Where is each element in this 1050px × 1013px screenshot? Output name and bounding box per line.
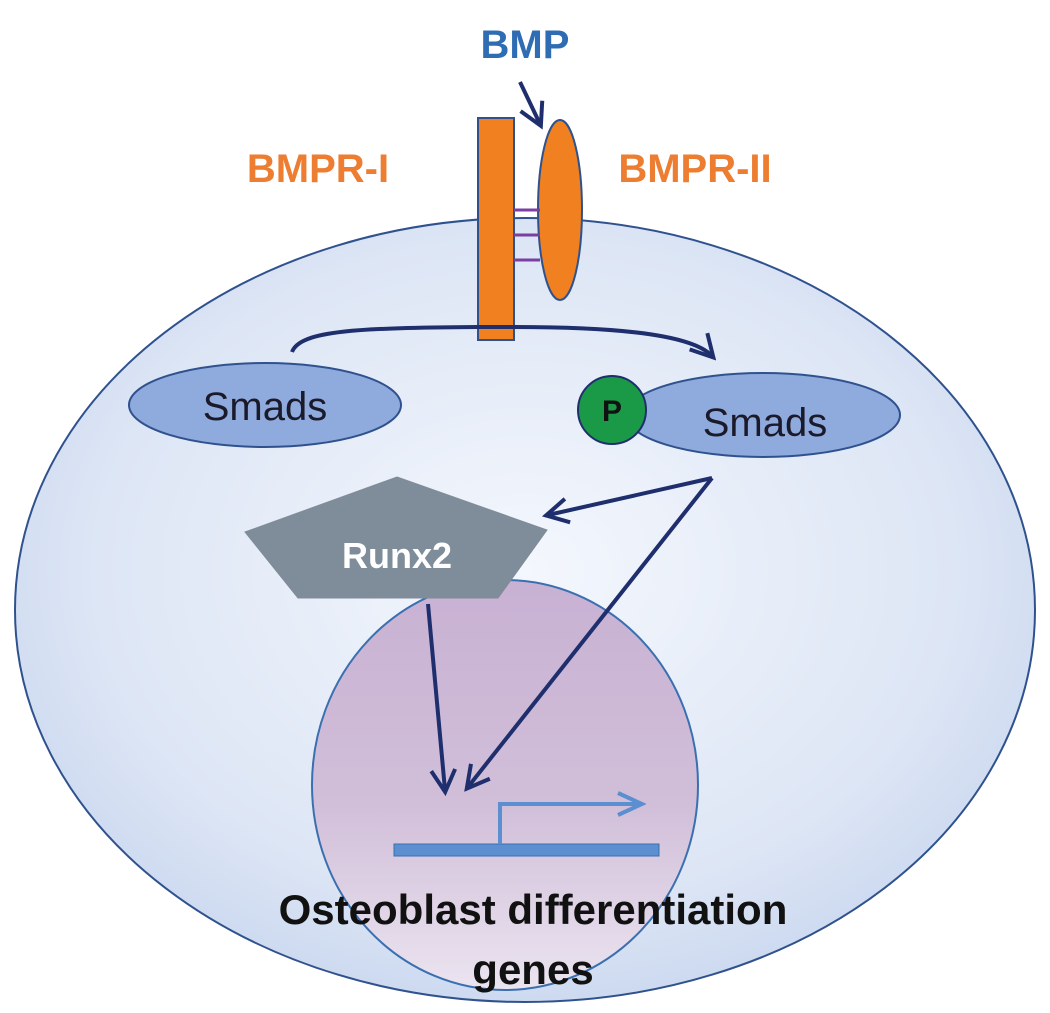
phosphate-label: P [602, 395, 622, 428]
runx2-label: Runx2 [342, 535, 452, 576]
transcription-start-arrow [498, 804, 640, 844]
gene-bar [393, 843, 660, 857]
bmp-label: BMP [481, 23, 570, 67]
smads-active-label: Smads [703, 401, 828, 445]
smads-to-genes-arrow [468, 476, 714, 787]
bmpr-ii-receptor [537, 119, 583, 301]
runx2-pentagon [244, 476, 548, 599]
bmp-binding-arrow [518, 81, 540, 124]
bmpr-i-receptor [477, 117, 515, 341]
smads-inactive-label: Smads [203, 385, 328, 429]
phosphate-icon [577, 375, 647, 445]
phosphorylation-arrow [290, 325, 712, 356]
receptor-linker-bars [514, 208, 540, 262]
genes-label-line2: genes [472, 946, 593, 993]
smads-to-runx2-arrow [548, 476, 713, 515]
runx2-to-genes-arrow [426, 603, 445, 790]
smads-inactive [128, 362, 402, 448]
genes-label-line1: Osteoblast differentiation [279, 886, 788, 933]
bmpr-ii-label: BMPR-II [618, 147, 771, 191]
bmpr-i-label: BMPR-I [247, 147, 389, 191]
